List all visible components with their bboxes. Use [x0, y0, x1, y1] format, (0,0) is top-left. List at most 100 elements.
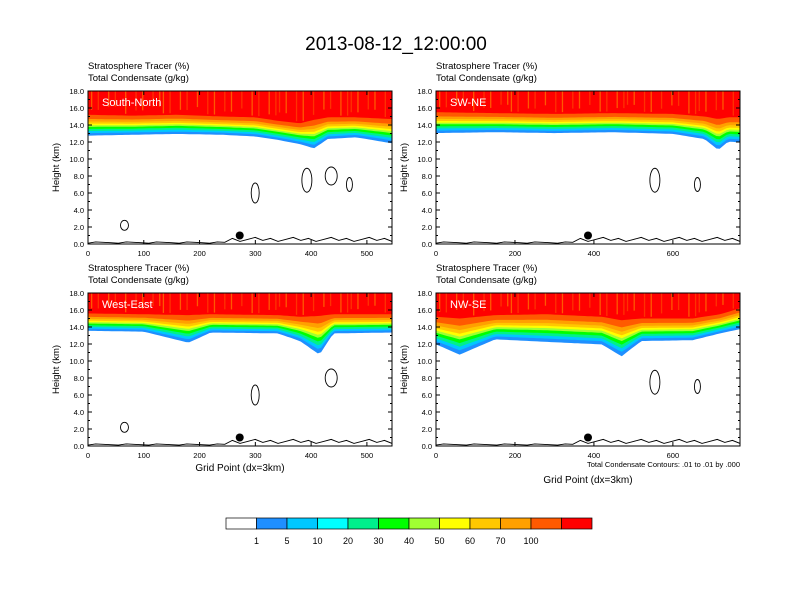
x-tick-label: 0 — [434, 451, 438, 460]
x-tick-label: 100 — [138, 249, 151, 258]
y-tick-label: 18.0 — [417, 87, 432, 96]
x-tick-label: 400 — [305, 451, 318, 460]
cloud-contour — [693, 379, 701, 394]
y-tick-label: 8.0 — [74, 374, 84, 383]
x-tick-label: 400 — [305, 249, 318, 258]
cloud-contour — [345, 177, 353, 192]
x-tick-label: 300 — [249, 249, 262, 258]
y-tick-label: 18.0 — [69, 289, 84, 298]
boundary-layer-contour — [436, 438, 740, 446]
colorbar-label: 30 — [373, 536, 383, 546]
boundary-layer-contour — [436, 236, 740, 244]
boundary-layer-contour — [88, 438, 392, 446]
panel-south-north: South-North Stratosphere Tracer (%)Total … — [51, 61, 393, 258]
cloud-contour — [324, 166, 338, 186]
colorbar-label: 100 — [523, 536, 538, 546]
condensate-contours — [436, 369, 740, 446]
y-tick-label: 10.0 — [417, 357, 432, 366]
panel-sw-ne: SW-NE Stratosphere Tracer (%)Total Conden… — [399, 61, 741, 258]
y-tick-label: 4.0 — [74, 206, 84, 215]
y-axis-label: Height (km) — [399, 143, 410, 192]
colorbar-label: 20 — [343, 536, 353, 546]
x-tick-label: 0 — [86, 249, 90, 258]
panel-title-line1: Stratosphere Tracer (%) — [88, 263, 189, 274]
cloud-contour — [120, 219, 129, 231]
panel-label: NW-SE — [450, 299, 486, 311]
y-tick-label: 8.0 — [422, 374, 432, 383]
colorbar-label: 40 — [404, 536, 414, 546]
location-marker — [584, 231, 592, 240]
cloud-contour — [649, 369, 661, 395]
y-tick-label: 14.0 — [69, 323, 84, 332]
colorbar-label: 1 — [254, 536, 259, 546]
colorbar-label: 5 — [284, 536, 289, 546]
y-tick-label: 14.0 — [417, 323, 432, 332]
y-tick-label: 14.0 — [417, 121, 432, 130]
panel-title-line2: Total Condensate (g/kg) — [436, 73, 537, 84]
location-marker — [584, 433, 592, 442]
cloud-contour — [693, 177, 701, 192]
x-tick-label: 400 — [588, 451, 601, 460]
y-tick-label: 10.0 — [69, 357, 84, 366]
panel-label: SW-NE — [450, 97, 486, 109]
y-tick-label: 6.0 — [74, 189, 84, 198]
x-axis-label: Grid Point (dx=3km) — [543, 475, 632, 486]
colorbar-box — [439, 517, 471, 530]
x-tick-label: 500 — [361, 249, 374, 258]
location-marker — [235, 433, 244, 442]
x-tick-label: 600 — [667, 451, 680, 460]
panel-title-line2: Total Condensate (g/kg) — [436, 275, 537, 286]
panel-title-line2: Total Condensate (g/kg) — [88, 275, 189, 286]
panel-label: West-East — [102, 299, 153, 311]
colorbar-label: 60 — [465, 536, 475, 546]
y-axis-label: Height (km) — [51, 143, 62, 192]
y-tick-label: 18.0 — [69, 87, 84, 96]
panel-title-line1: Stratosphere Tracer (%) — [88, 61, 189, 72]
x-tick-label: 500 — [361, 451, 374, 460]
panel-title-line2: Total Condensate (g/kg) — [88, 73, 189, 84]
colorbar-box — [378, 517, 410, 530]
tracer-field — [436, 293, 740, 446]
figure-title: 2013-08-12_12:00:00 — [305, 34, 487, 55]
colorbar-box — [530, 517, 562, 530]
cloud-contour — [250, 182, 260, 204]
cloud-contour — [250, 384, 260, 406]
colorbar-box — [225, 517, 257, 530]
y-tick-label: 2.0 — [422, 223, 432, 232]
y-tick-label: 16.0 — [417, 306, 432, 315]
x-axis-label: Grid Point (dx=3km) — [195, 463, 284, 474]
boundary-layer-contour — [88, 236, 392, 244]
x-tick-label: 100 — [138, 451, 151, 460]
y-tick-label: 16.0 — [69, 104, 84, 113]
y-tick-label: 2.0 — [74, 425, 84, 434]
x-tick-label: 200 — [509, 249, 522, 258]
y-tick-label: 12.0 — [417, 138, 432, 147]
x-tick-label: 400 — [588, 249, 601, 258]
condensate-contours — [88, 368, 392, 446]
tracer-field — [88, 293, 392, 446]
colorbar-box — [500, 517, 532, 530]
y-tick-label: 0.0 — [74, 240, 84, 249]
colorbar-box — [469, 517, 501, 530]
tracer-field — [436, 91, 740, 244]
y-tick-label: 8.0 — [422, 172, 432, 181]
colorbar-box — [317, 517, 349, 530]
panel-title-line1: Stratosphere Tracer (%) — [436, 263, 537, 274]
cloud-contour — [324, 368, 338, 388]
colorbar-box — [408, 517, 440, 530]
x-tick-label: 200 — [193, 249, 206, 258]
contour-note: Total Condensate Contours: .01 to .01 by… — [587, 460, 740, 469]
condensate-contours — [88, 166, 392, 244]
y-tick-label: 12.0 — [69, 340, 84, 349]
y-tick-label: 12.0 — [417, 340, 432, 349]
panel-title-line1: Stratosphere Tracer (%) — [436, 61, 537, 72]
colorbar-box — [286, 517, 318, 530]
y-tick-label: 10.0 — [417, 155, 432, 164]
y-tick-label: 4.0 — [422, 206, 432, 215]
y-tick-label: 4.0 — [74, 408, 84, 417]
y-tick-label: 6.0 — [422, 189, 432, 198]
cloud-contour — [649, 167, 661, 193]
